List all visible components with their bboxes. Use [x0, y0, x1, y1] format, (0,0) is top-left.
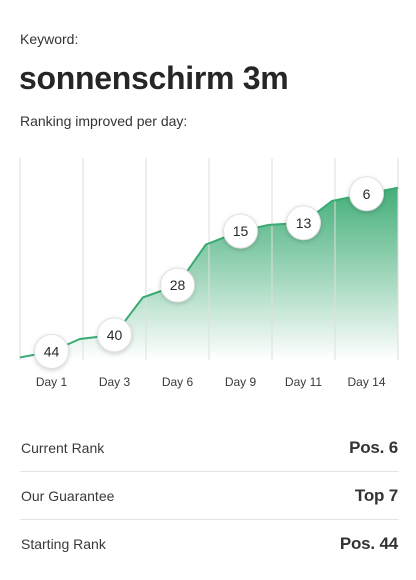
chart-data-label: 28	[170, 277, 186, 293]
chart-point-badge	[34, 333, 69, 369]
chart-data-label: 15	[233, 223, 249, 239]
stat-row-guarantee: Our Guarantee Top 7	[20, 472, 399, 520]
guarantee-value: Top 7	[354, 485, 398, 505]
stat-row-current-rank: Current Rank Pos. 6	[20, 424, 399, 472]
rank-stats: Current Rank Pos. 6 Our Guarantee Top 7 …	[20, 424, 399, 567]
stat-row-starting-rank: Starting Rank Pos. 44	[20, 520, 399, 567]
chart-x-tick-label: Day 6	[162, 375, 194, 389]
chart-data-label: 13	[296, 215, 312, 231]
chart-point-badge	[223, 213, 258, 249]
chart-x-tick-label: Day 3	[99, 375, 131, 389]
chart-point-badge	[160, 267, 195, 303]
guarantee-label: Our Guarantee	[21, 487, 115, 504]
starting-rank-label: Starting Rank	[21, 535, 106, 552]
chart-x-tick-label: Day 9	[225, 375, 257, 389]
chart-point-badge	[286, 205, 321, 241]
chart-series-line	[19, 186, 399, 359]
chart-caption: Ranking improved per day:	[20, 113, 188, 129]
chart-data-label: 6	[363, 186, 371, 202]
keyword-title: sonnenschirm 3m	[19, 60, 289, 96]
chart-point-badge	[97, 317, 132, 353]
chart-x-tick-label: Day 1	[36, 375, 68, 389]
chart-x-tick-label: Day 11	[285, 375, 322, 389]
chart-point-badge	[349, 176, 384, 212]
current-rank-value: Pos. 6	[349, 437, 398, 457]
keyword-label: Keyword:	[20, 31, 79, 47]
current-rank-label: Current Rank	[21, 439, 105, 456]
starting-rank-value: Pos. 44	[339, 533, 398, 553]
chart-data-label: 44	[44, 343, 60, 359]
chart-data-label: 40	[107, 327, 123, 343]
chart-x-tick-label: Day 14	[347, 375, 385, 389]
ranking-chart: Day 1 Day 3 Day 6 Day 9 Day 11 Day 14 44 40 28 15…	[19, 158, 399, 389]
